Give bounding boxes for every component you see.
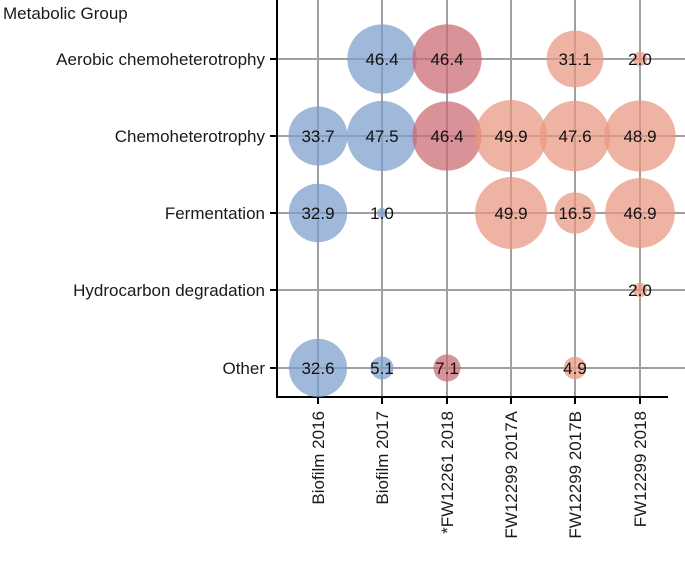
x-tick-label-1: Biofilm 2017	[373, 411, 392, 505]
bubble-r4-c1	[370, 356, 394, 380]
y-tick-labels: Aerobic chemoheterotrophy Chemoheterotrop…	[56, 50, 265, 378]
axes	[270, 0, 668, 404]
bubble-r0-c1	[347, 24, 417, 94]
bubble-r3-c5	[632, 282, 648, 298]
value-label-r0-c4: 31.1	[558, 50, 591, 69]
bubble-r4-c4	[563, 356, 587, 380]
value-label-r0-c5: 2.0	[628, 50, 652, 69]
bubble-r1-c2	[412, 101, 482, 171]
y-tick-label-4: Other	[222, 359, 265, 378]
value-label-r0-c1: 46.4	[365, 50, 398, 69]
value-label-r4-c0: 32.6	[301, 359, 334, 378]
x-tick-label-4: FW12299 2017B	[566, 411, 585, 539]
bubble-r0-c4	[546, 30, 604, 88]
value-label-r1-c3: 49.9	[494, 127, 527, 146]
y-tick-label-0: Aerobic chemoheterotrophy	[56, 50, 265, 69]
bubble-r1-c5	[604, 100, 676, 172]
bubble-r1-c3	[475, 100, 547, 172]
y-tick-label-3: Hydrocarbon degradation	[73, 281, 265, 300]
y-tick-label-1: Chemoheterotrophy	[115, 127, 266, 146]
value-label-r1-c4: 47.6	[558, 127, 591, 146]
x-tick-label-0: Biofilm 2016	[309, 411, 328, 505]
bubble-r2-c5	[605, 178, 675, 248]
x-tick-label-5: FW12299 2018	[631, 411, 650, 527]
bubble-r0-c5	[632, 51, 648, 67]
value-label-r3-c5: 2.0	[628, 281, 652, 300]
bubble-r4-c0	[288, 338, 348, 398]
bubbles	[288, 24, 676, 398]
bubble-r2-c3	[475, 177, 547, 249]
value-label-r2-c3: 49.9	[494, 204, 527, 223]
value-label-r0-c2: 46.4	[430, 50, 463, 69]
value-label-r4-c2: 7.1	[435, 359, 459, 378]
value-label-r4-c4: 4.9	[563, 359, 587, 378]
bubble-r1-c4	[539, 100, 611, 172]
y-tick-label-2: Fermentation	[165, 204, 265, 223]
value-label-r1-c0: 33.7	[301, 127, 334, 146]
x-tick-labels: Biofilm 2016 Biofilm 2017 *FW12261 2018 FW1…	[309, 410, 650, 538]
x-tick-label-2: *FW12261 2018	[438, 411, 457, 534]
value-label-r1-c1: 47.5	[365, 127, 398, 146]
bubble-r1-c1	[346, 100, 418, 172]
value-label-r1-c2: 46.4	[430, 127, 463, 146]
value-label-r4-c1: 5.1	[370, 359, 394, 378]
bubble-r0-c2	[412, 24, 482, 94]
x-tick-label-3: FW12299 2017A	[502, 410, 521, 538]
bubble-r2-c4	[554, 192, 596, 234]
value-label-r2-c4: 16.5	[558, 204, 591, 223]
bubble-r2-c0	[288, 183, 348, 243]
bubble-r1-c0	[288, 106, 348, 166]
bubble-r2-c1	[376, 207, 388, 219]
value-label-r2-c0: 32.9	[301, 204, 334, 223]
value-label-r1-c5: 48.9	[623, 127, 656, 146]
value-labels: 46.4 46.4 31.1 2.0 33.7 47.5 46.4 49.9 47.6 48.9 3…	[301, 50, 656, 378]
chart-title: Metabolic Group	[3, 4, 128, 23]
bubble-r4-c2	[433, 354, 461, 382]
value-label-r2-c1: 1.0	[370, 204, 394, 223]
value-label-r2-c5: 46.9	[623, 204, 656, 223]
